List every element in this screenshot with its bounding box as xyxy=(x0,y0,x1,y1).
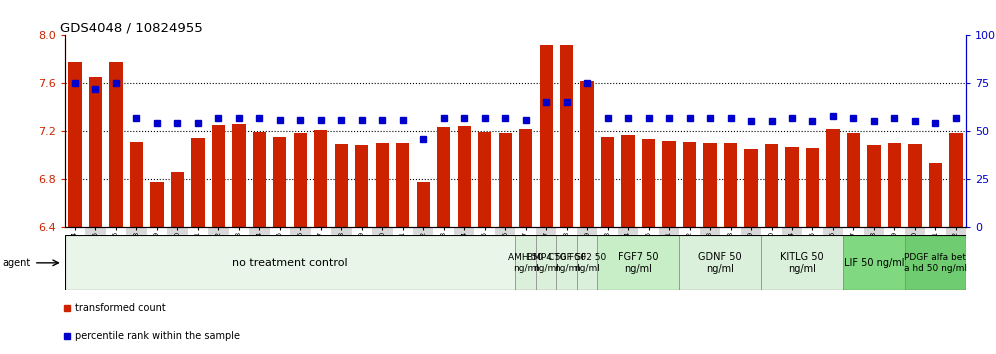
Bar xyxy=(253,132,266,227)
Bar xyxy=(904,235,966,290)
Text: GDS4048 / 10824955: GDS4048 / 10824955 xyxy=(60,21,203,34)
Bar xyxy=(540,45,553,227)
Text: FGF7 50
ng/ml: FGF7 50 ng/ml xyxy=(619,252,658,274)
Bar xyxy=(622,135,634,227)
Bar xyxy=(396,143,409,227)
Text: BMP4 50
ng/ml: BMP4 50 ng/ml xyxy=(527,253,566,273)
Bar xyxy=(69,62,82,227)
Bar xyxy=(868,145,880,227)
Bar xyxy=(212,125,225,227)
Bar xyxy=(273,137,287,227)
Bar xyxy=(844,235,904,290)
Bar xyxy=(129,142,143,227)
Bar xyxy=(557,235,577,290)
Bar xyxy=(785,147,799,227)
Bar xyxy=(761,235,844,290)
Bar xyxy=(662,141,675,227)
Bar xyxy=(519,129,532,227)
Text: agent: agent xyxy=(2,258,30,268)
Text: transformed count: transformed count xyxy=(75,303,165,313)
Bar xyxy=(170,172,184,227)
Bar xyxy=(806,148,819,227)
Bar xyxy=(908,144,921,227)
Bar xyxy=(581,81,594,227)
Bar xyxy=(744,149,758,227)
Bar xyxy=(89,77,103,227)
Bar xyxy=(294,133,307,227)
Bar xyxy=(232,124,246,227)
Bar xyxy=(191,138,204,227)
Bar xyxy=(598,235,679,290)
Bar xyxy=(679,235,761,290)
Bar xyxy=(375,143,388,227)
Bar xyxy=(642,139,655,227)
Bar xyxy=(110,62,123,227)
Bar xyxy=(847,133,861,227)
Bar xyxy=(416,182,430,227)
Bar xyxy=(703,143,717,227)
Bar xyxy=(457,126,471,227)
Bar xyxy=(724,143,737,227)
Text: KITLG 50
ng/ml: KITLG 50 ng/ml xyxy=(781,252,824,274)
Bar xyxy=(765,144,778,227)
Text: FGF2 50
ng/ml: FGF2 50 ng/ml xyxy=(569,253,606,273)
Bar xyxy=(827,129,840,227)
Text: AMH 50
ng/ml: AMH 50 ng/ml xyxy=(508,253,543,273)
Text: no treatment control: no treatment control xyxy=(232,258,348,268)
Bar xyxy=(560,45,574,227)
Bar xyxy=(335,144,348,227)
Bar xyxy=(499,133,512,227)
Bar xyxy=(437,127,450,227)
Bar xyxy=(949,133,962,227)
Bar xyxy=(356,145,369,227)
Text: CTGF 50
ng/ml: CTGF 50 ng/ml xyxy=(548,253,586,273)
Bar xyxy=(928,163,942,227)
Text: PDGF alfa bet
a hd 50 ng/ml: PDGF alfa bet a hd 50 ng/ml xyxy=(904,253,967,273)
Bar xyxy=(601,137,615,227)
Bar xyxy=(150,182,163,227)
Text: percentile rank within the sample: percentile rank within the sample xyxy=(75,331,240,341)
Text: GDNF 50
ng/ml: GDNF 50 ng/ml xyxy=(698,252,742,274)
Bar xyxy=(478,132,491,227)
Bar xyxy=(887,143,901,227)
Bar xyxy=(536,235,557,290)
Bar xyxy=(516,235,536,290)
Bar xyxy=(65,235,516,290)
Bar xyxy=(314,130,328,227)
Text: LIF 50 ng/ml: LIF 50 ng/ml xyxy=(844,258,904,268)
Bar xyxy=(683,142,696,227)
Bar xyxy=(577,235,598,290)
